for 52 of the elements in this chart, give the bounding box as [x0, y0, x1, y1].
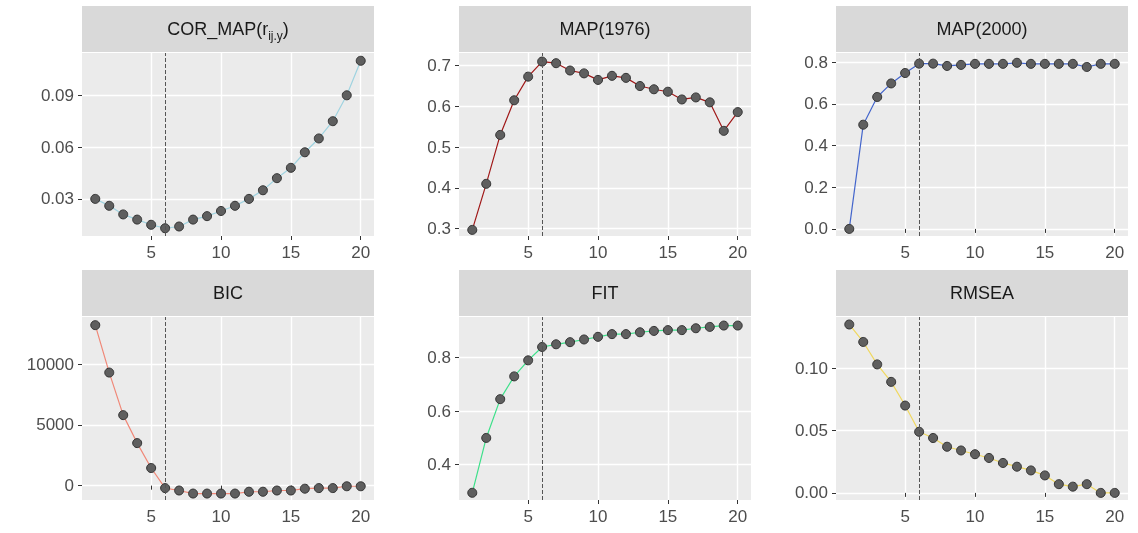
x-tick-label: 15 — [1035, 507, 1055, 526]
y-tick-label: 0.8 — [804, 52, 828, 72]
chart-title: MAP(2000) — [836, 6, 1128, 52]
y-tick-label: 0.03 — [40, 189, 74, 209]
x-tick-label: 15 — [1035, 243, 1055, 262]
x-tick-label: 5 — [146, 507, 156, 526]
x-tick-label: 5 — [900, 507, 910, 526]
x-tick-label: 5 — [523, 507, 533, 526]
y-tick-label: 0.05 — [794, 421, 828, 441]
x-tick-label: 10 — [965, 243, 985, 262]
x-tick-label: 20 — [351, 243, 371, 262]
x-tick-label: 15 — [658, 243, 678, 262]
x-tick-label: 10 — [211, 243, 231, 262]
y-tick-label: 0.3 — [427, 219, 451, 239]
chart-title: MAP(1976) — [459, 6, 751, 52]
x-tick-label: 15 — [281, 243, 301, 262]
x-tick-label: 20 — [728, 243, 748, 262]
chart-title: RMSEA — [836, 270, 1128, 316]
y-tick-label: 0.4 — [427, 178, 451, 198]
x-tick-label: 10 — [965, 507, 985, 526]
x-tick-label: 20 — [728, 507, 748, 526]
x-tick-label: 15 — [281, 507, 301, 526]
chart-title: FIT — [459, 270, 751, 316]
chart-title: BIC — [82, 270, 374, 316]
y-tick-label: 0.6 — [427, 96, 451, 116]
x-tick-label: 10 — [588, 243, 608, 262]
y-tick-label: 0.09 — [40, 85, 74, 105]
x-tick-label: 20 — [1105, 243, 1125, 262]
y-tick-label: 0.8 — [427, 348, 451, 368]
x-tick-label: 20 — [1105, 507, 1125, 526]
y-tick-label: 0.00 — [794, 483, 828, 503]
x-tick-label: 5 — [146, 243, 156, 262]
y-tick-label: 10000 — [26, 354, 74, 374]
x-tick-label: 5 — [523, 243, 533, 262]
y-tick-label: 0.7 — [427, 56, 451, 76]
chart-title: COR_MAP(r$_{ij.y}$) — [82, 6, 374, 52]
x-tick-label: 5 — [900, 243, 910, 262]
y-tick-label: 0.4 — [427, 455, 451, 475]
y-tick-label: 0.5 — [427, 137, 451, 157]
x-tick-label: 10 — [588, 507, 608, 526]
y-tick-label: 0.6 — [804, 94, 828, 114]
y-tick-label: 0.6 — [427, 401, 451, 421]
x-tick-label: 15 — [658, 507, 678, 526]
y-tick-label: 0.06 — [40, 137, 74, 157]
x-tick-label: 20 — [351, 507, 371, 526]
y-tick-label: 0.0 — [804, 219, 828, 239]
y-tick-label: 0.10 — [794, 358, 828, 378]
y-tick-label: 0 — [64, 476, 74, 496]
y-tick-label: 0.2 — [804, 177, 828, 197]
x-tick-label: 10 — [211, 507, 231, 526]
y-tick-label: 0.4 — [804, 136, 828, 156]
y-tick-label: 5000 — [36, 415, 74, 435]
